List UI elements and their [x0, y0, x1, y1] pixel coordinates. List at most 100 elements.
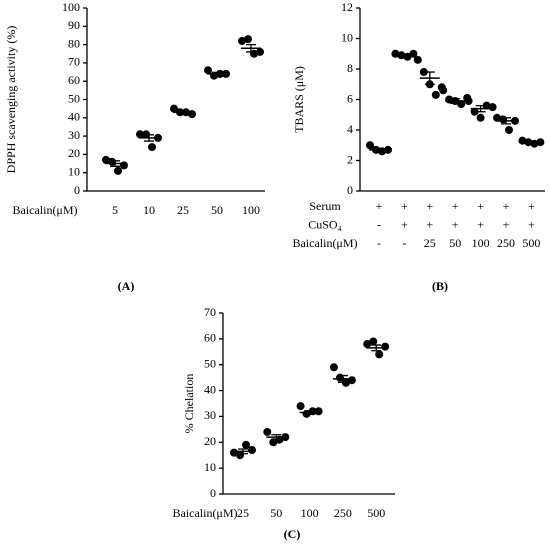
data-point — [381, 342, 390, 351]
data-point — [148, 143, 156, 152]
y-tick-label: 40 — [68, 110, 80, 124]
y-axis-label: % Chelation — [182, 374, 196, 434]
y-tick-label: 6 — [347, 91, 353, 105]
data-point — [296, 402, 305, 411]
data-point — [114, 166, 122, 175]
x-tick-label: 500 — [367, 506, 385, 520]
table-row-label: CuSO₄ — [308, 217, 342, 231]
x-tick-label: 100 — [242, 203, 260, 217]
data-point — [248, 446, 256, 455]
y-axis-label: DPPH scavenging activity (%) — [4, 26, 18, 174]
error-bar — [450, 98, 461, 104]
error-bar — [110, 160, 120, 167]
y-tick-label: 40 — [204, 382, 216, 396]
y-tick-label: 10 — [341, 30, 353, 44]
x-axis-label: Baicalin(μM) — [12, 203, 77, 217]
data-point — [256, 47, 264, 56]
data-point — [238, 36, 246, 45]
data-point — [439, 86, 448, 95]
y-tick-label: 70 — [204, 305, 216, 319]
error-bar — [475, 104, 486, 113]
data-point — [505, 126, 513, 134]
y-tick-label: 80 — [68, 36, 80, 50]
error-bar — [374, 147, 384, 152]
y-tick-label: 100 — [62, 0, 80, 14]
y-tick-label: 20 — [68, 146, 80, 160]
table-cell: - — [377, 236, 381, 250]
y-tick-label: 50 — [204, 356, 216, 370]
y-tick-label: 0 — [347, 183, 353, 197]
table-cell: - — [377, 217, 381, 231]
table-cell: + — [376, 199, 383, 213]
error-bar — [178, 110, 188, 115]
error-bar — [501, 117, 511, 125]
error-bar — [371, 344, 382, 352]
table-cell: + — [477, 217, 484, 231]
y-tick-label: 60 — [68, 73, 80, 87]
data-point — [482, 101, 491, 110]
x-tick-label: 100 — [301, 506, 319, 520]
x-tick-label: 50 — [270, 506, 282, 520]
data-point — [413, 55, 422, 64]
table-cell: - — [402, 236, 406, 250]
axes — [222, 313, 395, 495]
x-axis-label: Baicalin(μM) — [172, 506, 237, 520]
table-cell: 250 — [497, 236, 515, 250]
x-tick-label: 5 — [112, 203, 118, 217]
y-tick-label: 70 — [68, 55, 80, 69]
data-point — [120, 161, 128, 170]
y-tick-label: 12 — [341, 0, 353, 14]
data-point — [369, 337, 378, 346]
data-point — [363, 340, 372, 349]
table-cell: 100 — [472, 236, 490, 250]
table-cell: + — [528, 217, 535, 231]
x-tick-label: 25 — [177, 203, 189, 217]
table-cell: 25 — [424, 236, 436, 250]
data-point — [102, 155, 110, 164]
data-point — [329, 363, 338, 372]
data-point — [347, 376, 356, 385]
y-tick-label: 60 — [204, 331, 216, 345]
table-cell: + — [426, 199, 433, 213]
x-tick-label: 25 — [237, 506, 249, 520]
y-tick-label: 30 — [68, 128, 80, 142]
error-bar — [399, 53, 410, 57]
table-cell: + — [401, 217, 408, 231]
y-tick-label: 90 — [68, 18, 80, 32]
table-cell: + — [503, 199, 510, 213]
data-point — [488, 103, 497, 112]
y-tick-label: 2 — [347, 152, 353, 166]
error-bar — [144, 134, 154, 142]
x-tick-label: 250 — [334, 506, 352, 520]
data-point — [493, 113, 501, 122]
error-bar — [212, 71, 222, 76]
data-point — [314, 407, 323, 416]
data-point — [464, 97, 473, 106]
y-tick-label: 8 — [347, 61, 353, 75]
error-bar — [238, 448, 248, 455]
y-tick-label: 10 — [68, 164, 80, 178]
data-point — [470, 107, 479, 116]
data-point — [431, 90, 440, 99]
table-cell: + — [452, 199, 459, 213]
table-cell: + — [426, 217, 433, 231]
error-bar — [424, 71, 435, 85]
data-point — [136, 130, 144, 139]
y-axis-label: TBARS (μM) — [292, 66, 306, 133]
table-cell: + — [477, 199, 484, 213]
y-tick-label: 4 — [347, 122, 353, 136]
y-tick-label: 10 — [204, 460, 216, 474]
y-tick-label: 0 — [74, 183, 80, 197]
table-cell: + — [528, 199, 535, 213]
data-point — [188, 110, 196, 119]
panel-label: (C) — [284, 527, 301, 541]
y-tick-label: 0 — [210, 486, 216, 500]
data-point — [204, 66, 212, 75]
panel-label: (A) — [118, 279, 135, 293]
data-point — [269, 438, 278, 447]
data-point — [419, 68, 428, 77]
error-bar — [337, 374, 348, 383]
y-tick-label: 30 — [204, 408, 216, 422]
table-cell: + — [401, 199, 408, 213]
